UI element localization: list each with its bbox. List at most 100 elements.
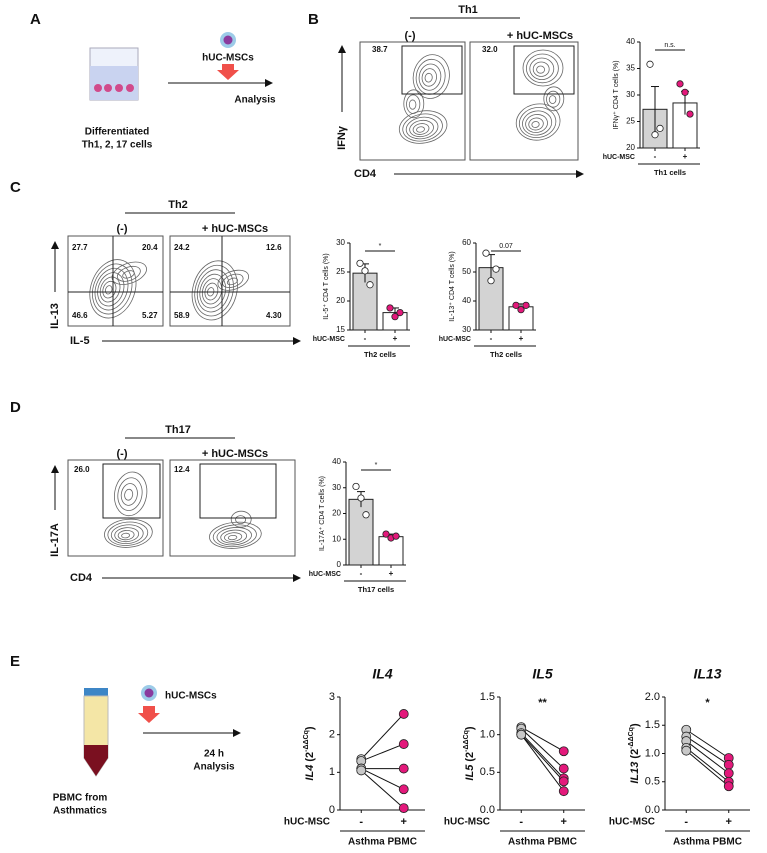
y-tick-label: 30 [332, 483, 341, 492]
panel-label: B [308, 11, 319, 28]
pair-line [520, 728, 565, 769]
data-point [386, 304, 394, 312]
contour [548, 95, 557, 104]
contour [122, 270, 135, 279]
x-title: hUC-MSC [609, 817, 655, 828]
condition-label: (-) [117, 448, 128, 460]
contour [97, 272, 125, 307]
readout-label: Analysis [234, 95, 276, 106]
contour [94, 267, 129, 311]
contour [398, 110, 448, 144]
y-tick-label: 20 [332, 509, 341, 518]
y-tick-label: 1.0 [480, 729, 495, 741]
y-tick-label: 3 [329, 691, 335, 703]
data-point [366, 281, 374, 289]
y-label-sup: -ΔΔCq [303, 730, 310, 752]
significance: * [705, 697, 710, 709]
pair-line [685, 729, 730, 759]
group-label: Asthma PBMC [673, 837, 742, 848]
x-title: hUC-MSC [313, 336, 345, 343]
contour [196, 269, 230, 313]
y-axis-label: IL-13⁺ CD4 T cells (%) [448, 251, 456, 321]
y-tick-label: 60 [462, 238, 471, 247]
y-tick-label: 50 [462, 267, 471, 276]
x-tick-label: - [654, 152, 657, 161]
x-tick-label: - [359, 816, 363, 828]
contour [105, 285, 113, 295]
data-point [516, 729, 527, 740]
pair-line [685, 747, 730, 783]
pair-line [360, 713, 405, 760]
x-tick-label: + [683, 152, 688, 161]
red-arrow [138, 706, 160, 723]
y-label-unit: ) [629, 723, 641, 727]
cells-label: Th1, 2, 17 cells [82, 140, 153, 151]
data-point [352, 482, 360, 491]
y-label-unit: (2 [629, 749, 641, 762]
y-axis-label: IL-17A⁺ CD4 T cells (%) [318, 476, 326, 551]
data-point [398, 784, 409, 795]
quadrant-value: 58.9 [174, 311, 190, 320]
data-point [558, 763, 569, 774]
y-tick-label: 0 [337, 560, 342, 569]
flow-y-axis: IFNγ [336, 125, 348, 150]
contour [522, 110, 553, 136]
data-point [646, 60, 654, 68]
condition-label: + hUC-MSCs [507, 30, 573, 42]
contour [227, 534, 238, 541]
y-label-gene: IL13 [629, 762, 641, 784]
y-tick-label: 30 [336, 238, 345, 247]
data-point [517, 306, 525, 314]
significance: 0.07 [499, 243, 513, 250]
cells-label: Differentiated [85, 127, 149, 138]
quadrant-value: 12.6 [266, 243, 282, 252]
plate-icon [89, 47, 139, 101]
x-tick-label: - [684, 816, 688, 828]
contour [89, 259, 137, 319]
contour [124, 488, 134, 501]
y-tick-label: 35 [626, 64, 635, 73]
contour [114, 527, 140, 543]
significance: * [375, 462, 378, 469]
condition-label: + hUC-MSCs [202, 223, 268, 235]
contour [116, 265, 141, 282]
data-point [487, 277, 495, 285]
y-tick-label: 15 [336, 325, 345, 334]
y-axis-label: IL-5⁺ CD4 T cells (%) [322, 253, 330, 319]
contour [522, 49, 564, 87]
data-point [356, 259, 364, 267]
x-tick-label: - [490, 334, 493, 343]
flow-x-axis: CD4 [354, 168, 377, 180]
x-tick-label: + [401, 816, 407, 828]
flow-header: Th17 [165, 424, 191, 436]
contour [224, 532, 243, 542]
contour [403, 89, 425, 119]
contour [222, 273, 244, 288]
data-point [686, 110, 694, 118]
data-point [723, 768, 734, 779]
contour [418, 63, 442, 91]
data-point [558, 746, 569, 757]
y-tick-label: 40 [332, 457, 341, 466]
x-title: hUC-MSC [603, 154, 635, 161]
pair-line [685, 740, 730, 774]
contour [120, 483, 138, 506]
time-label: 24 h [204, 749, 224, 760]
gate [199, 463, 277, 519]
pair-line [361, 743, 404, 762]
condition-label: + hUC-MSCs [202, 448, 268, 460]
data-point [357, 494, 365, 502]
y-tick-label: 2 [329, 729, 335, 741]
y-axis-label: IL5 (2-ΔΔCq) [463, 726, 476, 780]
data-point [651, 131, 659, 139]
x-title: hUC-MSC [284, 817, 330, 828]
data-point [396, 308, 404, 317]
gate [401, 45, 463, 95]
y-tick-label: 1.5 [480, 691, 495, 703]
condition-label: (-) [405, 30, 416, 42]
x-title: hUC-MSC [439, 336, 471, 343]
contour [405, 116, 439, 140]
data-point [398, 803, 409, 814]
contour [194, 264, 234, 317]
contour [226, 277, 238, 286]
